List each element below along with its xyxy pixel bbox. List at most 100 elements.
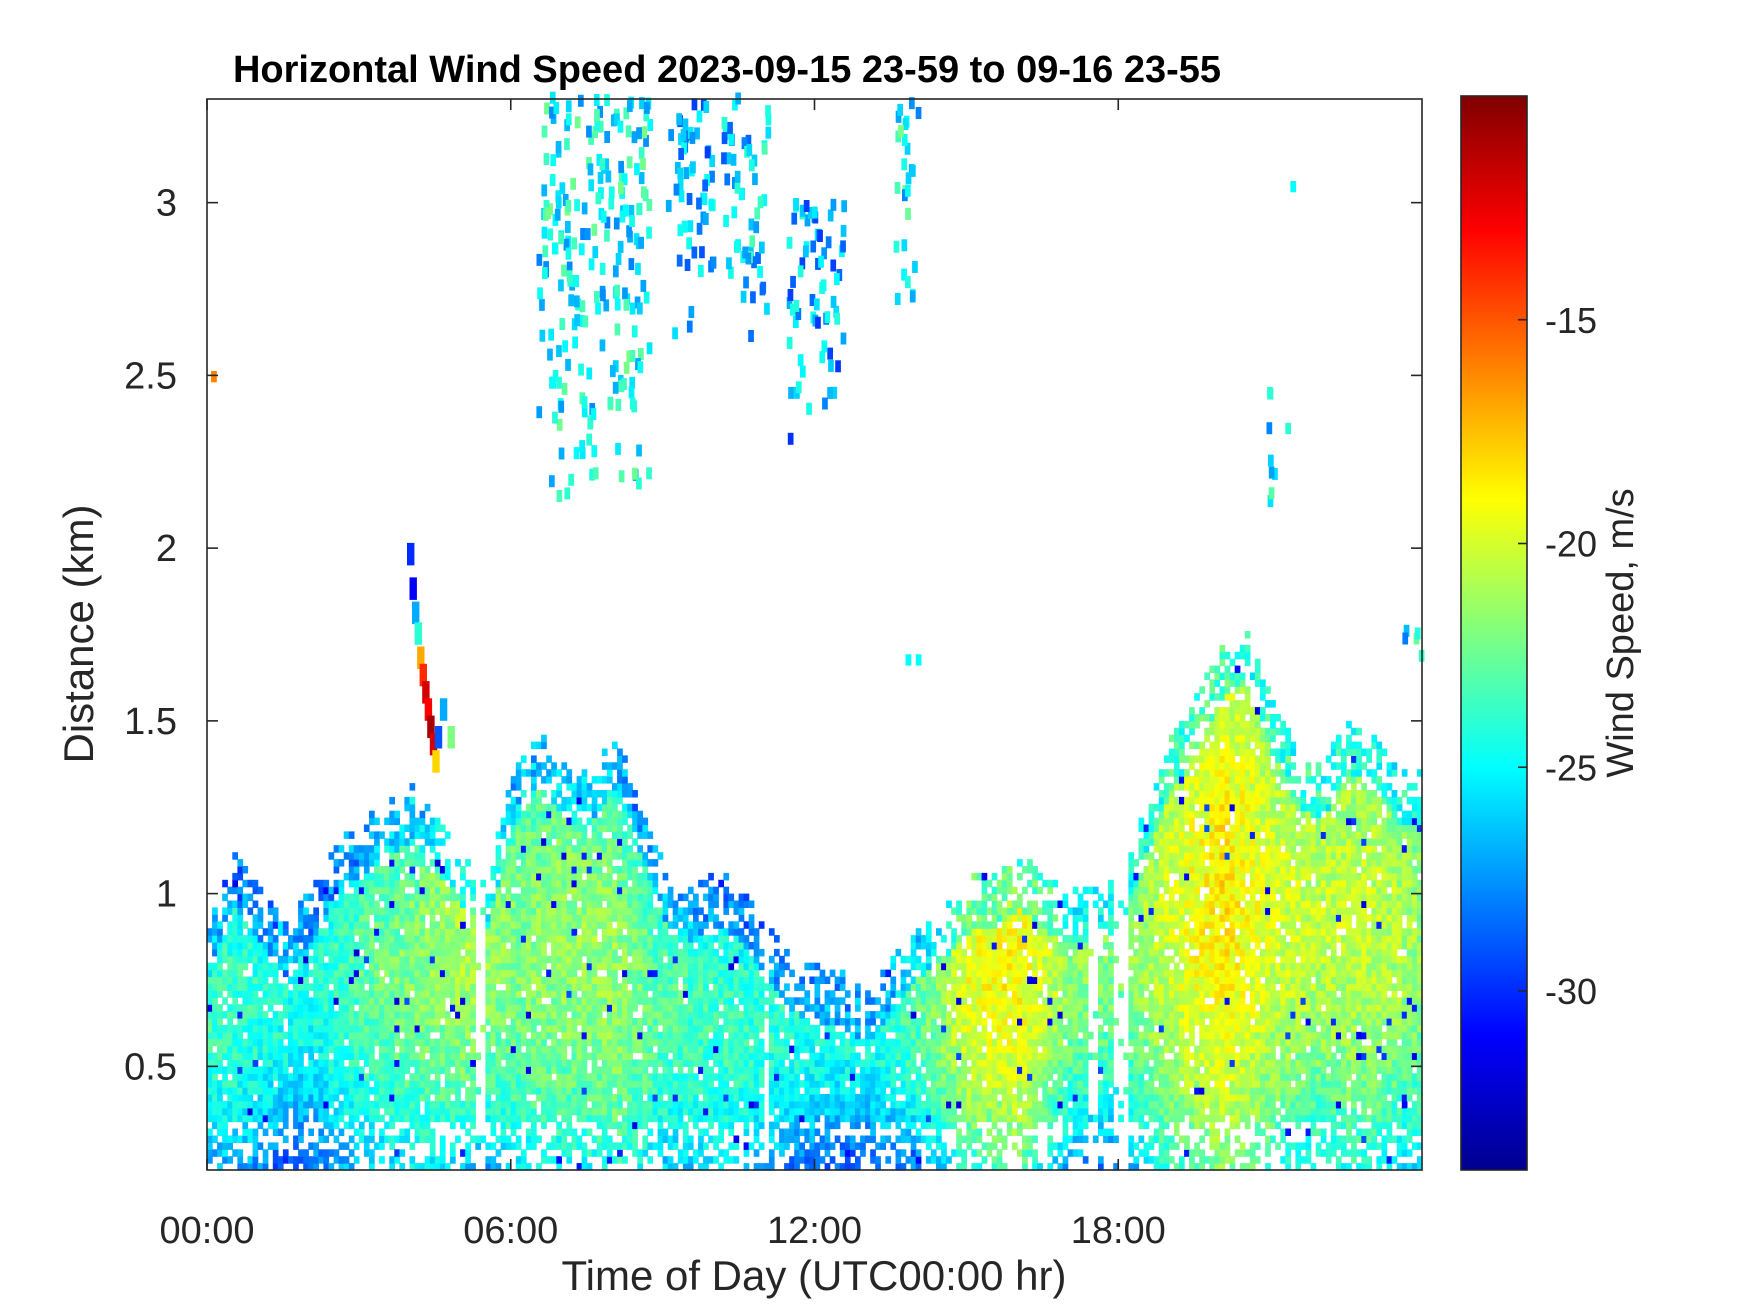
heatmap-cell [556,1018,562,1026]
heatmap-cell [738,893,745,902]
heatmap-cell [617,838,623,846]
heatmap-cell [885,1045,892,1054]
heatmap-cell [525,948,532,957]
heatmap-cell [804,990,811,998]
heatmap-cell [733,1052,740,1060]
heatmap-cell [460,1004,466,1012]
heatmap-cell [455,935,461,943]
heatmap-cell [363,990,370,998]
heatmap-cell [647,955,654,964]
heatmap-cell [439,948,446,957]
heatmap-cell [586,1094,593,1102]
heatmap-cell [515,1163,522,1171]
heatmap-cell [505,976,512,984]
heatmap-cell [718,1107,724,1116]
heatmap-cell [632,824,638,832]
heatmap-cell [768,1045,775,1054]
chart-title: Horizontal Wind Speed 2023-09-15 23-59 t… [233,49,1221,91]
heatmap-cell [237,969,244,978]
heatmap-cell [490,1080,497,1088]
heatmap-cell [596,852,603,860]
heatmap-cell [905,1024,912,1033]
heatmap-cell [622,1073,628,1081]
heatmap-cell [480,907,487,915]
heatmap-cell [444,1031,451,1040]
heatmap-cell [571,796,578,805]
heatmap-cell [728,1052,735,1060]
heatmap-cell [738,900,745,908]
heatmap-cell [242,1045,249,1054]
heatmap-cell [237,1080,244,1088]
heatmap-cell [905,1018,912,1026]
heatmap-cell [748,921,755,929]
heatmap-cell [622,1142,628,1150]
heatmap-cell [561,1135,568,1143]
heatmap-cell [677,1094,684,1102]
heatmap-cell [293,1135,299,1143]
heatmap-cell [515,810,522,819]
heatmap-cell [338,1004,345,1012]
heatmap-cell [591,831,598,839]
heatmap-cell [520,1100,527,1109]
heatmap-cell [434,907,441,915]
heatmap-cell [333,1156,340,1164]
heatmap-cell [652,859,659,867]
heatmap-cell [829,1121,836,1130]
heatmap-cell [394,1114,400,1123]
heatmap-cell [576,783,583,791]
heatmap-cell [895,1045,902,1054]
heatmap-cell [622,914,628,922]
heatmap-cell [313,914,319,922]
heatmap-cell [844,1107,851,1116]
heatmap-cell [829,1024,836,1033]
heatmap-cell [606,810,613,819]
heatmap-cell [556,935,562,943]
heatmap-cell [369,962,375,971]
heatmap-cell [662,962,669,971]
heatmap-cell [434,935,441,943]
heatmap-cell [363,976,370,984]
heatmap-cell [419,852,426,860]
heatmap-cell [910,1094,917,1102]
heatmap-cell [465,879,471,888]
heatmap-cell [288,1087,294,1095]
heatmap-cell [601,810,608,819]
heatmap-cell [895,1024,902,1033]
heatmap-cell [424,1135,431,1143]
heatmap-cell [369,1156,375,1164]
heatmap-cell [601,1107,608,1116]
heatmap-cell [293,1080,299,1088]
heatmap-cell [515,769,522,777]
heatmap-cell [343,983,350,991]
heatmap-cell [450,1114,456,1123]
heatmap-cell [505,879,512,888]
heatmap-cell [293,1045,299,1054]
heatmap-cell [353,1059,360,1067]
heatmap-cell [642,983,649,991]
heatmap-cell [424,1066,431,1074]
heatmap-cell [687,1045,694,1054]
heatmap-cell [551,907,557,915]
heatmap-cell [596,859,603,867]
heatmap-cell [677,1073,684,1081]
heatmap-cell [500,872,507,881]
heatmap-cell [262,962,269,971]
heatmap-cell [586,948,593,957]
heatmap-cell [905,1100,912,1109]
heatmap-cell [404,955,411,964]
heatmap-cell [713,1031,719,1040]
heatmap-cell [612,1011,618,1019]
heatmap-cell [687,1100,694,1109]
heatmap-cell [267,935,274,943]
heatmap-cell [682,921,689,929]
heatmap-cell [288,1080,294,1088]
heatmap-cell [409,1080,416,1088]
heatmap-cell [328,852,335,860]
heatmap-cell [353,1156,360,1164]
heatmap-cell [829,1073,836,1081]
heatmap-cell [885,1135,892,1143]
heatmap-cell [232,852,238,860]
heatmap-cell [637,900,643,908]
heatmap-cell [424,1121,431,1130]
heatmap-cell [424,976,431,984]
